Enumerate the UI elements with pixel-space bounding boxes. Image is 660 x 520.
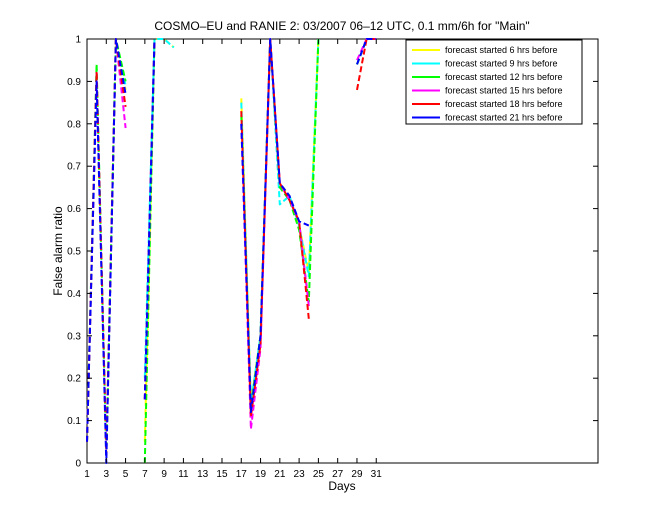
legend-label-5: forecast started 18 hrs before [445,99,563,109]
x-tick-label: 1 [84,469,90,480]
y-axis-label: False alarm ratio [51,206,65,296]
x-tick-label: 19 [255,469,267,480]
x-axis-label: Days [328,479,355,493]
x-tick-label: 5 [123,469,129,480]
axis-ticks: 1 3 5 7 9 11 13 15 17 19 21 23 25 27 29 3100.10.20.30.4… [67,35,598,480]
legend-label-6: forecast started 21 hrs before [445,113,563,123]
y-tick-label: 0.1 [67,416,81,427]
x-tick-label: 13 [197,469,209,480]
x-tick-label: 9 [161,469,167,480]
series-line-6-segment-4 [356,38,377,65]
x-tick-label: 25 [313,469,325,480]
x-tick-label: 11 [178,469,189,480]
y-tick-label: 0.3 [67,331,81,342]
series-line-6-segment-3 [240,38,310,414]
series-line-5-segment-4 [356,38,377,91]
x-tick-label: 3 [104,469,110,480]
x-tick-label: 7 [142,469,148,480]
x-tick-label: 31 [371,469,383,480]
y-tick-label: 0.8 [67,119,81,130]
legend-box [405,39,583,125]
y-tick-label: 0.6 [67,204,81,215]
x-tick-label: 23 [294,469,306,480]
legend-label-4: forecast started 15 hrs before [445,86,563,96]
legend-label-2: forecast started 9 hrs before [445,59,558,69]
y-tick-label: 0.4 [67,289,81,300]
y-tick-label: 0.9 [67,77,81,88]
x-tick-label: 27 [332,469,344,480]
y-tick-label: 0.7 [67,162,81,173]
legend: forecast started 6 hrs before forecast st… [405,39,583,125]
y-tick-label: 1 [75,35,81,46]
legend-label-3: forecast started 12 hrs before [445,72,563,82]
y-tick-label: 0.2 [67,374,81,385]
legend-label-1: forecast started 6 hrs before [445,45,558,55]
y-tick-label: 0.5 [67,247,81,258]
series-line-2-segment-2 [143,38,175,379]
series-line-6-segment-2 [143,38,156,400]
series-lines [86,38,377,464]
series-line-2-segment-3 [240,38,320,405]
x-tick-label: 15 [216,469,228,480]
chart-title: COSMO–EU and RANIE 2: 03/2007 06–12 UTC,… [154,19,529,33]
x-tick-label: 21 [274,469,286,480]
x-tick-label: 29 [351,469,363,480]
x-tick-label: 17 [236,469,248,480]
y-tick-label: 0 [75,459,81,470]
